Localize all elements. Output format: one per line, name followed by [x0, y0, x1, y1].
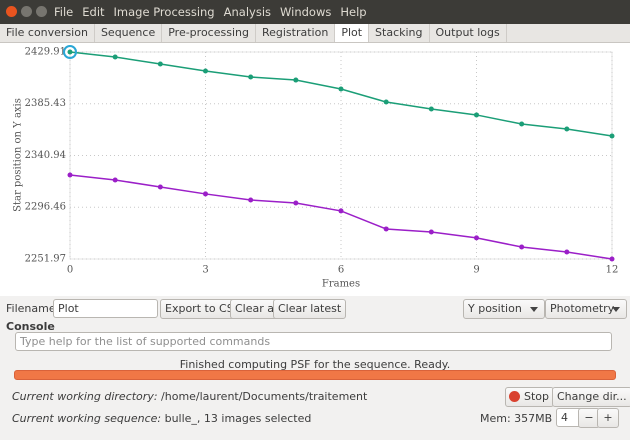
export-csv-button[interactable]: Export to CSV — [160, 299, 247, 319]
data-point — [428, 106, 434, 112]
data-point — [67, 172, 73, 178]
menu-item[interactable]: Windows — [280, 5, 332, 19]
x-tick-label: 12 — [606, 265, 619, 276]
x-tick-label: 3 — [202, 265, 208, 276]
data-point — [203, 68, 208, 74]
menu-item[interactable]: File — [54, 5, 74, 19]
sequence-label: Current working sequence: — [12, 412, 162, 425]
data-point — [519, 244, 525, 250]
directory-path: /home/laurent/Documents/traitement — [161, 390, 368, 403]
data-point — [112, 54, 118, 60]
tab[interactable]: Registration — [256, 24, 336, 42]
data-point — [519, 121, 525, 127]
stop-icon — [509, 391, 520, 402]
data-point — [564, 126, 570, 132]
data-point — [293, 200, 299, 206]
data-point — [428, 229, 434, 235]
data-point — [338, 86, 344, 92]
data-point — [474, 112, 479, 118]
y-tick-label: 2251.97 — [25, 254, 66, 265]
y-axis-label: Star position on Y axis — [13, 98, 24, 212]
filename-input[interactable]: Plot — [53, 299, 158, 318]
y-tick-label: 2340.94 — [25, 150, 66, 161]
data-point — [248, 74, 254, 80]
menu-item[interactable]: Help — [340, 5, 367, 19]
data-point — [383, 226, 389, 232]
change-dir-button[interactable]: Change dir... — [552, 387, 630, 407]
directory-label: Current working directory: — [12, 390, 158, 403]
tab[interactable]: Output logs — [430, 24, 507, 42]
close-button[interactable] — [6, 6, 17, 17]
y-position-dropdown[interactable]: Y position — [463, 299, 545, 319]
console-title: Console — [6, 320, 55, 333]
title-bar: File Edit Image Processing Analysis Windows H… — [0, 0, 630, 24]
data-point — [157, 184, 163, 190]
sequence-info: bulle_, 13 images selected — [164, 412, 312, 425]
status-text: Finished computing PSF for the sequence.… — [179, 358, 451, 371]
x-tick-label: 6 — [338, 265, 344, 276]
x-tick-label: 9 — [473, 265, 479, 276]
directory-row: Current working directory: /home/laurent… — [12, 390, 367, 403]
tab[interactable]: Stacking — [369, 24, 430, 42]
menu-bar: File Edit Image Processing Analysis Windows H… — [54, 0, 367, 24]
menu-item[interactable]: Edit — [82, 5, 105, 19]
y-tick-label: 2296.46 — [25, 202, 66, 213]
sequence-row: Current working sequence: bulle_, 13 ima… — [12, 412, 311, 425]
menu-item[interactable]: Analysis — [223, 5, 272, 19]
spin-plus[interactable]: + — [597, 408, 619, 428]
spin-value[interactable]: 4 — [556, 408, 584, 427]
menu-item[interactable]: Image Processing — [113, 5, 215, 19]
x-axis-label: Frames — [322, 279, 360, 290]
filename-label: Filename: — [6, 302, 60, 315]
data-point — [112, 177, 118, 183]
selection-ring — [63, 45, 77, 59]
data-point — [157, 61, 163, 67]
data-point — [474, 235, 479, 241]
data-point — [564, 249, 570, 255]
chart-area: Star position on Y axis Frames 2251.97 22… — [0, 43, 630, 296]
data-point — [609, 256, 615, 262]
clear-all-button[interactable]: Clear all — [230, 299, 286, 319]
photometry-dropdown[interactable]: Photometry — [545, 299, 627, 319]
tab[interactable]: File conversion — [0, 24, 95, 42]
progress-bar — [14, 370, 616, 380]
data-point — [67, 49, 73, 55]
tab[interactable]: Sequence — [95, 24, 163, 42]
maximize-button[interactable] — [36, 6, 47, 17]
data-point — [383, 99, 389, 105]
command-input[interactable]: Type help for the list of supported comm… — [15, 332, 612, 351]
chart: Star position on Y axis Frames 2251.97 22… — [13, 45, 619, 290]
data-point — [248, 197, 254, 203]
x-tick-label: 0 — [67, 265, 73, 276]
tab-bar: File conversion Sequence Pre-processing Reg… — [0, 24, 630, 43]
y-tick-label: 2385.43 — [25, 98, 66, 109]
data-point — [203, 191, 208, 197]
tab[interactable]: Pre-processing — [162, 24, 256, 42]
y-tick-label: 2429.91 — [25, 47, 66, 58]
memory-label: Mem: 357MB — [480, 412, 553, 425]
clear-latest-button[interactable]: Clear latest — [273, 299, 347, 319]
data-point — [609, 133, 615, 139]
tab[interactable]: Plot — [335, 24, 370, 42]
minimize-button[interactable] — [21, 6, 32, 17]
data-point — [338, 208, 344, 214]
data-point — [293, 77, 299, 83]
